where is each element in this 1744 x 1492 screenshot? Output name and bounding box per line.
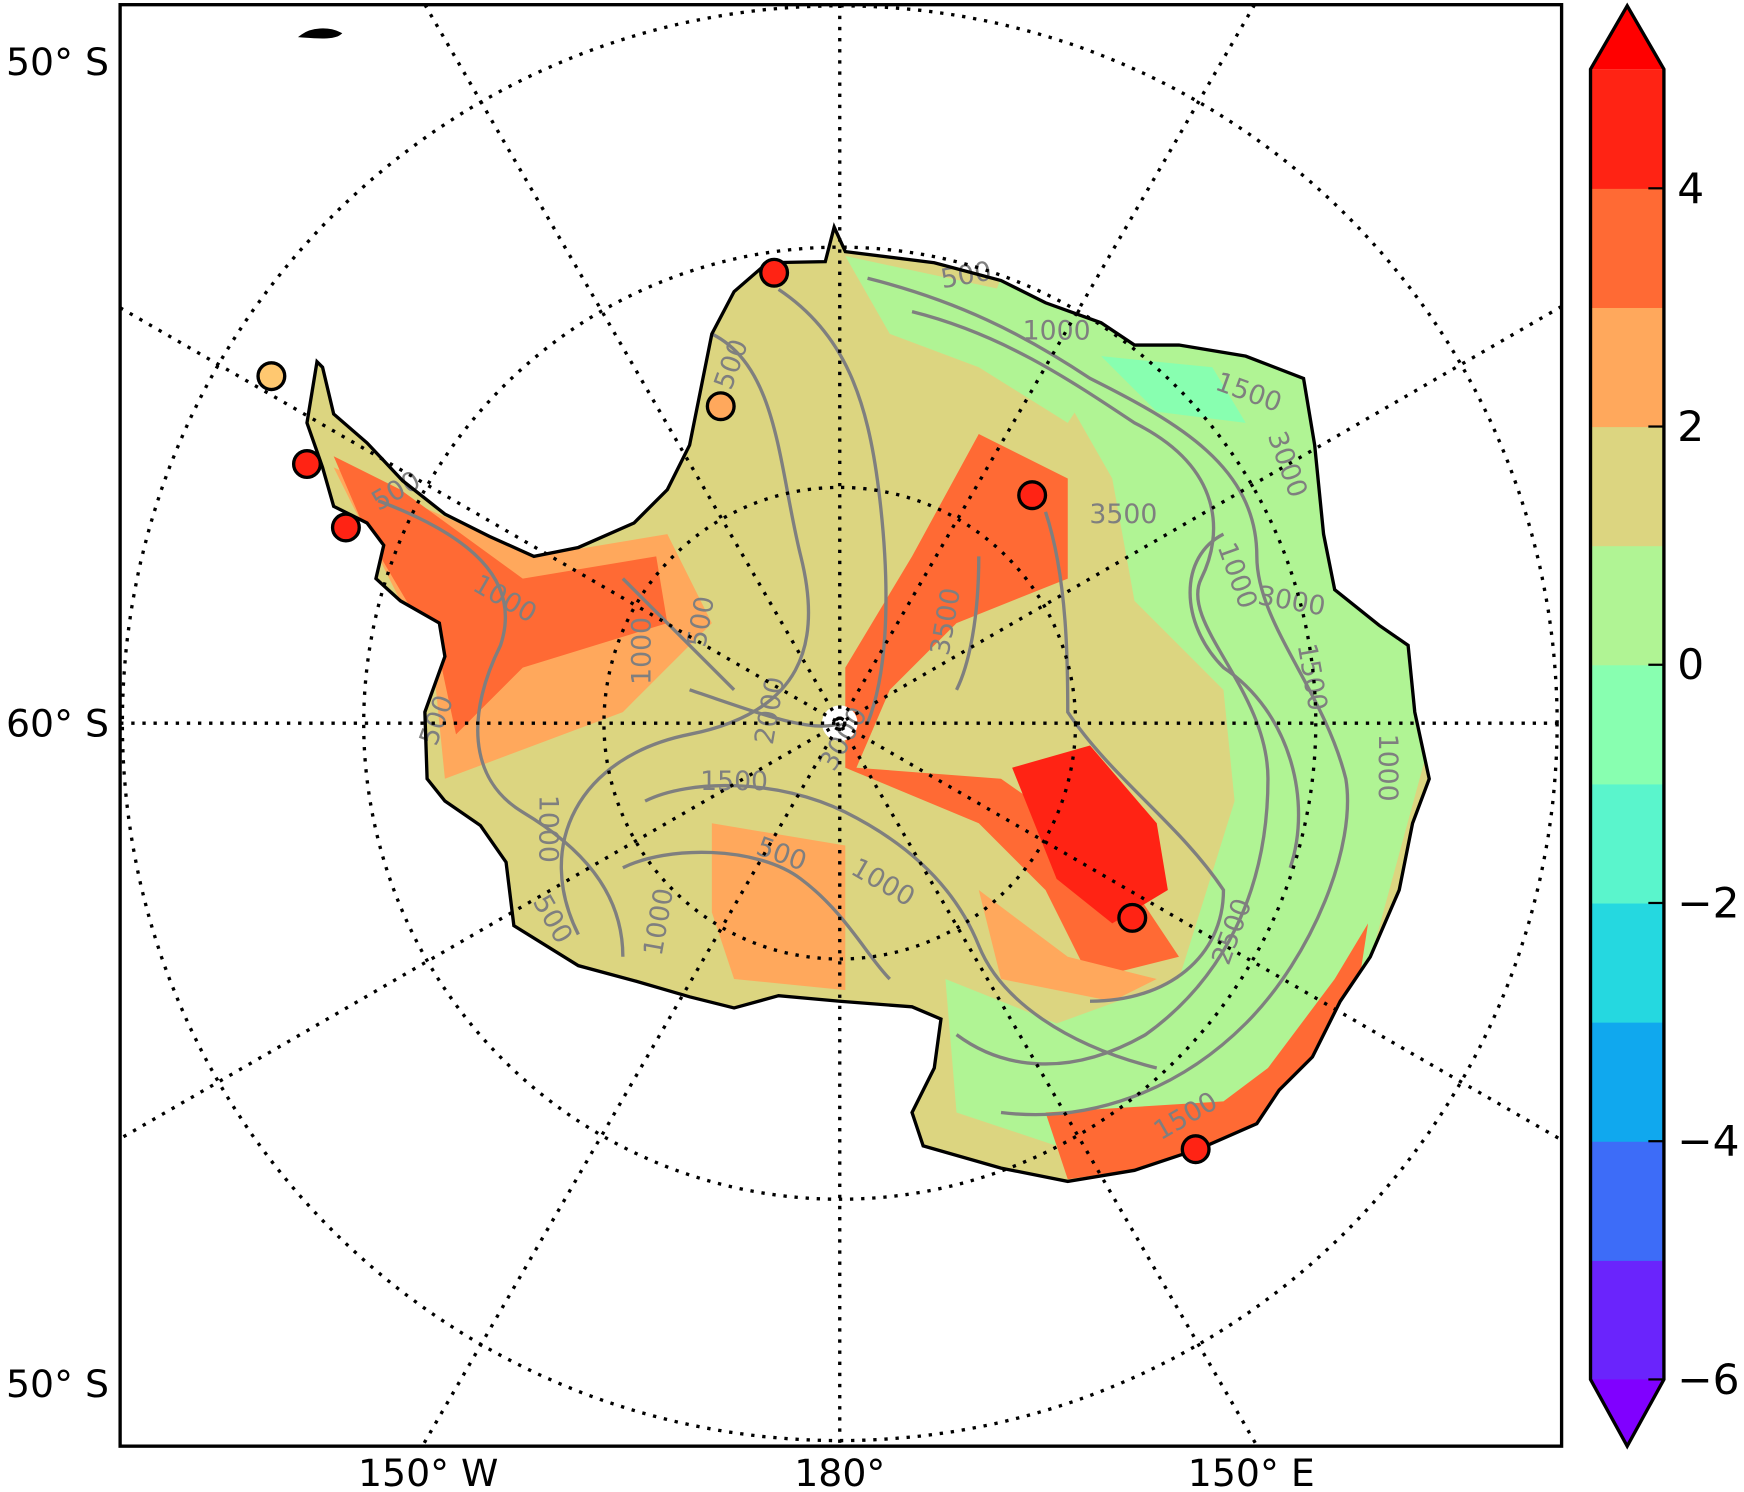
bottom-label-east: 150° E: [1188, 1451, 1315, 1492]
station-marker: [1180, 1134, 1211, 1165]
colorbar-band: [1590, 902, 1664, 1023]
colorbar-tick-label: 0: [1677, 640, 1704, 689]
colorbar-band: [1590, 307, 1664, 428]
bottom-label-west: 150° W: [358, 1451, 498, 1492]
colorbar-tick-label: −4: [1677, 1117, 1739, 1166]
field-green-north: [845, 256, 1113, 423]
colorbar-band: [1590, 783, 1664, 904]
contour-line: [644, 783, 1158, 1070]
island-coastline: [297, 28, 343, 39]
colorbar-band: [1590, 426, 1664, 547]
contour-line: [955, 511, 1226, 1003]
stations: [256, 257, 1211, 1165]
contour-line: [377, 499, 625, 957]
left-label-top: 50° S: [6, 40, 109, 84]
left-label-bottom: 50° S: [6, 1362, 109, 1406]
station-marker: [705, 391, 736, 422]
colorbar-band: [1590, 1141, 1664, 1261]
latitude-circle: [602, 485, 1078, 961]
field-darkorange-center: [845, 434, 1179, 980]
colorbar-band: [1590, 664, 1664, 785]
station-marker: [330, 512, 361, 543]
colorbar-tick-label: 2: [1677, 402, 1704, 451]
map-area: 5001000150050035005001000500100030005002…: [120, 4, 1562, 1447]
colorbar: 4 2 0 −2 −4 −6: [1588, 2, 1740, 1450]
colorbar-band: [1590, 1022, 1664, 1142]
station-marker: [1017, 480, 1048, 511]
colorbar-under-extension: [1590, 1379, 1664, 1447]
field-green-east: [945, 278, 1430, 1157]
colorbar-over-extension: [1590, 5, 1664, 70]
colorbar-tick-label: −2: [1677, 878, 1739, 927]
bottom-label-center: 180°: [794, 1451, 885, 1492]
contour-label: 1000: [532, 795, 563, 863]
left-label-middle: 60° S: [6, 702, 109, 746]
contour-line: [867, 276, 1350, 1117]
contour-line: [621, 577, 841, 728]
contour-line: [559, 332, 811, 936]
station-marker: [1117, 902, 1148, 933]
field-orange-south: [711, 823, 846, 991]
colorbar-tick-label: −6: [1677, 1355, 1739, 1404]
field-cyan-patch: [1101, 356, 1246, 423]
latitude-circle: [362, 245, 1318, 1201]
contour-label: 1000: [1372, 734, 1403, 802]
contour-label: 1500: [700, 766, 768, 797]
colorbar-band: [1590, 69, 1664, 189]
coastline: [305, 222, 1431, 1184]
contour-line: [777, 288, 888, 724]
station-marker: [256, 361, 287, 392]
station-marker: [291, 449, 322, 480]
contour-line: [1188, 532, 1301, 869]
field-red-core: [1012, 745, 1168, 924]
contour-lines: [377, 276, 1350, 1117]
colorbar-tick-label: 4: [1677, 164, 1704, 213]
map-frame: [118, 3, 1564, 1448]
contour-label: 1000: [627, 617, 658, 685]
colorbar-band: [1590, 545, 1664, 666]
contour-label: 1000: [1023, 315, 1091, 346]
station-marker: [759, 257, 790, 288]
field-darkorange-coast: [1045, 923, 1369, 1180]
graticule: [120, 4, 1562, 1447]
colorbar-band: [1590, 1260, 1664, 1380]
field-orange-ring: [978, 890, 1157, 1002]
colorbar-band: [1590, 188, 1664, 308]
contour-line: [622, 850, 891, 981]
contour-label: 3500: [1089, 499, 1157, 530]
